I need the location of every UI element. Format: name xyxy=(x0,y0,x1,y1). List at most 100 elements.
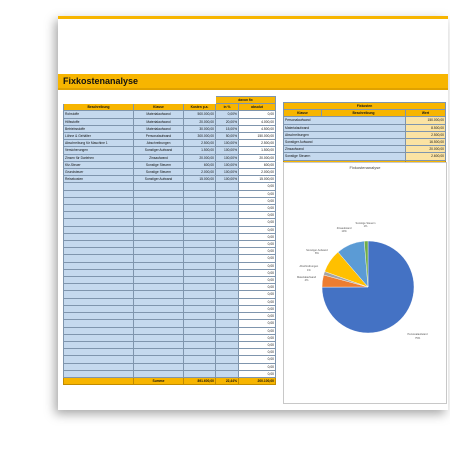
table-row-empty: 0,00 xyxy=(63,369,277,378)
table-row: Betriebsstoffe Materialaufwand 30.000,00 15… xyxy=(63,124,277,134)
row-absolut: 0,00 xyxy=(237,369,277,378)
pie-label: Sonstiger Aufwand 8% xyxy=(301,249,333,255)
title-band-underline xyxy=(58,88,448,90)
row-absolut: 0,00 xyxy=(237,232,277,242)
row-beschreibung: Betriebsstoffe xyxy=(63,124,134,134)
empty-cell xyxy=(133,290,184,299)
empty-cell xyxy=(215,297,239,306)
header-klasse: Klasse xyxy=(133,103,184,112)
empty-cell xyxy=(183,362,216,371)
empty-cell xyxy=(183,261,216,270)
summary-kosten: 891.600,00 xyxy=(183,376,216,386)
title-band xyxy=(58,74,448,88)
summary-label: Summe xyxy=(133,376,184,386)
table-row-empty: 0,00 xyxy=(63,312,277,321)
empty-cell xyxy=(133,326,184,335)
row-klasse: Sonstiger Aufwand xyxy=(133,146,184,155)
fix-row-klasse: Personalaufwand xyxy=(283,116,406,125)
empty-cell xyxy=(183,304,216,314)
row-absolut: 600,00 xyxy=(237,160,277,170)
row-absolut: 0,00 xyxy=(237,312,277,321)
empty-cell xyxy=(63,326,134,335)
empty-cell xyxy=(183,290,216,299)
empty-cell xyxy=(63,254,134,263)
summary-spacer xyxy=(63,376,134,386)
empty-cell xyxy=(133,369,184,378)
pie-label: Sonstige Steuern 1% xyxy=(349,222,381,228)
chart-title: Fixkostenanalyse xyxy=(349,165,381,170)
pie-label-name: Materialaufwand xyxy=(297,275,317,279)
empty-cell xyxy=(183,333,216,342)
empty-cell xyxy=(133,319,184,328)
empty-cell xyxy=(183,297,216,306)
top-accent-bar xyxy=(58,16,448,19)
empty-cell xyxy=(63,225,134,234)
empty-cell xyxy=(183,369,216,378)
pie-label: Abschreibungen 1% xyxy=(293,265,325,271)
empty-cell xyxy=(63,304,134,314)
empty-cell xyxy=(215,319,239,328)
empty-cell xyxy=(133,312,184,321)
empty-cell xyxy=(183,348,216,357)
empty-cell xyxy=(133,304,184,314)
empty-cell xyxy=(183,196,216,206)
empty-cell xyxy=(63,297,134,306)
empty-cell xyxy=(215,218,239,227)
empty-cell xyxy=(133,340,184,350)
header-davon-fix: davon fix xyxy=(214,95,277,105)
row-pct: 15,00% xyxy=(215,124,239,134)
table-row-empty: 0,00 xyxy=(63,355,277,364)
empty-cell xyxy=(215,196,239,206)
row-absolut: 4.000,00 xyxy=(237,117,277,126)
empty-cell xyxy=(215,182,239,191)
row-klasse: Materialaufwand xyxy=(133,110,184,119)
empty-cell xyxy=(183,182,216,191)
empty-cell xyxy=(63,348,134,357)
empty-cell xyxy=(63,189,134,198)
header-absolut: absolut xyxy=(237,103,277,112)
table-row: Löhne & Gehälter Personalaufwand 300.000,0… xyxy=(63,132,277,141)
fix-row-wert: 150.000,00 xyxy=(404,116,447,125)
table-row-empty: 0,00 xyxy=(63,283,277,292)
empty-cell xyxy=(63,362,134,371)
table-row-empty: 0,00 xyxy=(63,326,277,335)
fix-row-wert: 2.500,00 xyxy=(404,130,447,140)
row-klasse: Materialaufwand xyxy=(133,117,184,126)
fix-header-klasse: Klasse xyxy=(283,109,322,118)
fixkosten-table: Fixkosten Klasse Beschreibung Wert Perso… xyxy=(282,101,447,168)
row-kosten: 30.000,00 xyxy=(183,124,216,134)
table-row-empty: 0,00 xyxy=(63,304,277,314)
empty-cell xyxy=(215,369,239,378)
empty-cell xyxy=(215,211,239,220)
empty-cell xyxy=(63,232,134,242)
empty-cell xyxy=(63,319,134,328)
empty-cell xyxy=(183,211,216,220)
empty-cell xyxy=(183,232,216,242)
pie-label-pct: 1% xyxy=(306,268,311,272)
empty-cell xyxy=(63,211,134,220)
table-row: Personalaufwand 150.000,00 xyxy=(283,116,447,125)
row-absolut: 4.500,00 xyxy=(237,124,277,134)
pie-chart xyxy=(321,240,415,334)
row-pct: 100,00% xyxy=(215,160,239,170)
row-kosten: 500.000,00 xyxy=(183,110,216,119)
empty-cell xyxy=(215,304,239,314)
table-row: Versicherungen Sonstiger Aufwand 1.500,00 1… xyxy=(63,146,277,155)
empty-cell xyxy=(63,283,134,292)
table-row-empty: 0,00 xyxy=(63,362,277,371)
empty-cell xyxy=(133,348,184,357)
table-row-empty: 0,00 xyxy=(63,218,277,227)
empty-cell xyxy=(63,268,134,278)
pie-label-pct: 4% xyxy=(304,279,309,283)
empty-cell xyxy=(63,369,134,378)
table-row-empty: 0,00 xyxy=(63,225,277,234)
row-pct: 20,00% xyxy=(215,117,239,126)
empty-cell xyxy=(133,333,184,342)
table-row-empty: 0,00 xyxy=(63,182,277,191)
row-beschreibung: Versicherungen xyxy=(63,146,134,155)
empty-cell xyxy=(215,261,239,270)
row-klasse: Abschreibungen xyxy=(133,139,184,148)
row-kosten: 15.000,00 xyxy=(183,175,216,184)
table-row-empty: 0,00 xyxy=(63,247,277,256)
empty-cell xyxy=(215,232,239,242)
